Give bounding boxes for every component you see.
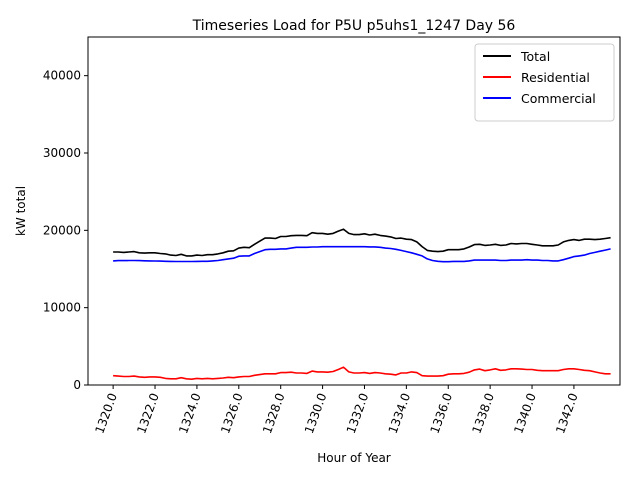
chart-title: Timeseries Load for P5U p5uhs1_1247 Day … bbox=[192, 18, 516, 34]
x-axis-label: Hour of Year bbox=[317, 451, 391, 465]
y-tick-label: 30000 bbox=[43, 146, 81, 160]
legend: Total Residential Commercial bbox=[474, 43, 615, 122]
y-tick-label: 10000 bbox=[43, 301, 81, 315]
y-tick-label: 20000 bbox=[43, 223, 81, 237]
legend-label-residential: Residential bbox=[521, 70, 590, 85]
legend-label-commercial: Commercial bbox=[521, 91, 596, 106]
legend-label-total: Total bbox=[520, 49, 550, 64]
legend-box bbox=[474, 43, 615, 122]
y-tick-label: 0 bbox=[73, 378, 81, 392]
y-axis: 0 10000 20000 30000 40000 bbox=[43, 69, 88, 392]
series-line-residential bbox=[113, 366, 611, 381]
series-line-commercial bbox=[113, 245, 611, 263]
series-line-total bbox=[113, 228, 611, 257]
plot-area-frame bbox=[87, 36, 621, 386]
y-tick-label: 40000 bbox=[43, 69, 81, 83]
y-axis-label: kW total bbox=[14, 186, 28, 236]
plot-marks bbox=[113, 228, 611, 381]
